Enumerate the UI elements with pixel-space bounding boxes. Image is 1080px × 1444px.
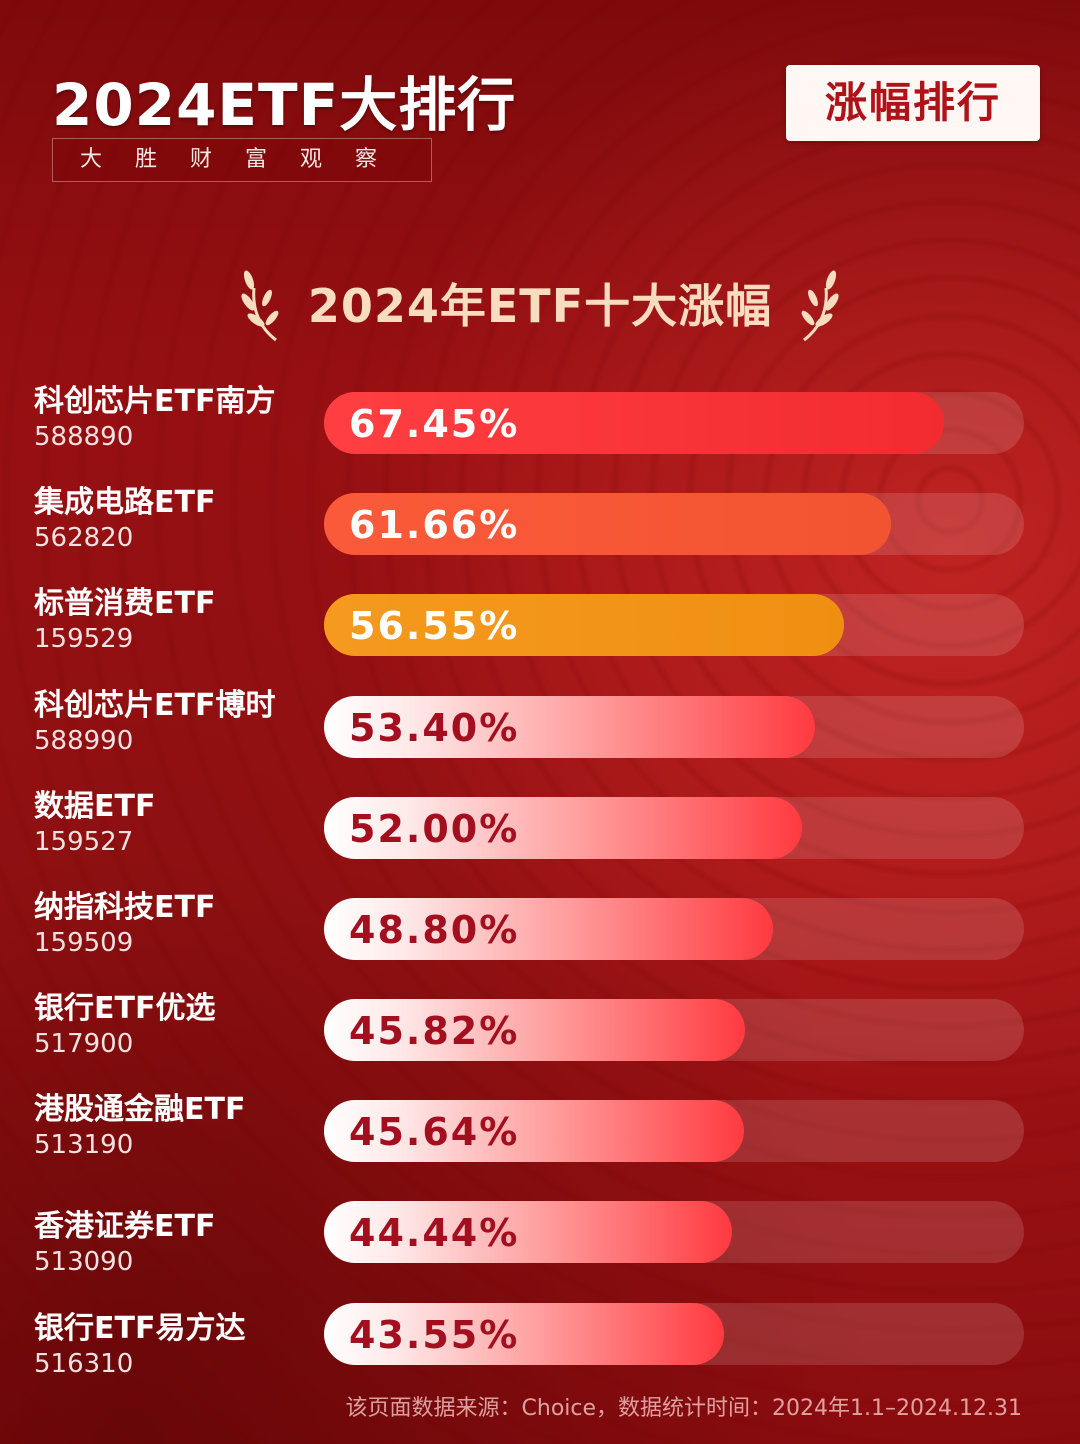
etf-name-label: 标普消费ETF [34,586,216,621]
laurel-left-icon [241,270,279,342]
chart-row: 香港证券ETF 513090 44.44% [0,1201,1080,1301]
chart-bar [324,1201,732,1263]
bar-value-label: 45.82% [349,1009,520,1053]
bar-value-label: 52.00% [349,807,520,851]
etf-name-label: 科创芯片ETF博时 [34,688,276,723]
etf-name-label: 集成电路ETF [34,485,216,520]
etf-name-label: 银行ETF易方达 [34,1311,246,1346]
page-title: 2024ETF大排行 [52,71,517,139]
chart-bar [324,696,815,758]
chart-bar [324,1100,744,1162]
etf-name-label: 科创芯片ETF南方 [34,384,276,419]
chart-bar [324,493,891,555]
etf-code-label: 517900 [34,1029,134,1059]
bar-value-label: 67.45% [349,402,520,446]
data-source-note: 该页面数据来源：Choice，数据统计时间：2024年1.1–2024.12.3… [345,1396,1022,1421]
etf-code-label: 159509 [34,928,134,958]
bar-value-label: 43.55% [349,1313,520,1357]
chart-row: 银行ETF优选 517900 45.82% [0,991,1080,1099]
etf-code-label: 562820 [34,523,134,553]
etf-code-label: 588990 [34,726,134,756]
etf-code-label: 516310 [34,1349,134,1379]
chart-row: 标普消费ETF 159529 56.55% [0,586,1080,694]
chart-row: 银行ETF易方达 516310 43.55% [0,1303,1080,1403]
chart-bar [324,1303,724,1365]
laurel-right-icon [801,270,839,342]
bar-value-label: 44.44% [349,1211,520,1255]
bar-value-label: 53.40% [349,706,520,750]
chart-row: 纳指科技ETF 159509 48.80% [0,890,1080,998]
chart-bar [324,797,802,859]
etf-name-label: 香港证券ETF [34,1209,216,1244]
chart-row: 科创芯片ETF博时 588990 53.40% [0,688,1080,796]
etf-code-label: 588890 [34,422,134,452]
chart-bar [324,594,844,656]
etf-name-label: 数据ETF [34,789,156,824]
bar-value-label: 56.55% [349,604,520,648]
chart-bar [324,999,745,1061]
chart-row: 科创芯片ETF南方 588890 67.45% [0,384,1080,492]
etf-code-label: 513090 [34,1247,134,1277]
chart-title: 2024年ETF十大涨幅 [307,279,773,333]
chart-row: 数据ETF 159527 52.00% [0,789,1080,897]
etf-name-label: 银行ETF优选 [34,991,216,1026]
chart-bar [324,392,944,454]
chart-row: 集成电路ETF 562820 61.66% [0,485,1080,593]
chart-bar [324,898,773,960]
bar-value-label: 61.66% [349,503,520,547]
bar-value-label: 45.64% [349,1110,520,1154]
chart-row: 港股通金融ETF 513190 45.64% [0,1092,1080,1200]
etf-code-label: 159529 [34,624,134,654]
etf-name-label: 纳指科技ETF [34,890,216,925]
etf-name-label: 港股通金融ETF [34,1092,246,1127]
bar-value-label: 48.80% [349,908,520,952]
etf-code-label: 159527 [34,827,134,857]
subtitle: 大胜财富观察 [52,138,432,182]
ranking-badge: 涨幅排行 [786,65,1040,141]
etf-code-label: 513190 [34,1130,134,1160]
